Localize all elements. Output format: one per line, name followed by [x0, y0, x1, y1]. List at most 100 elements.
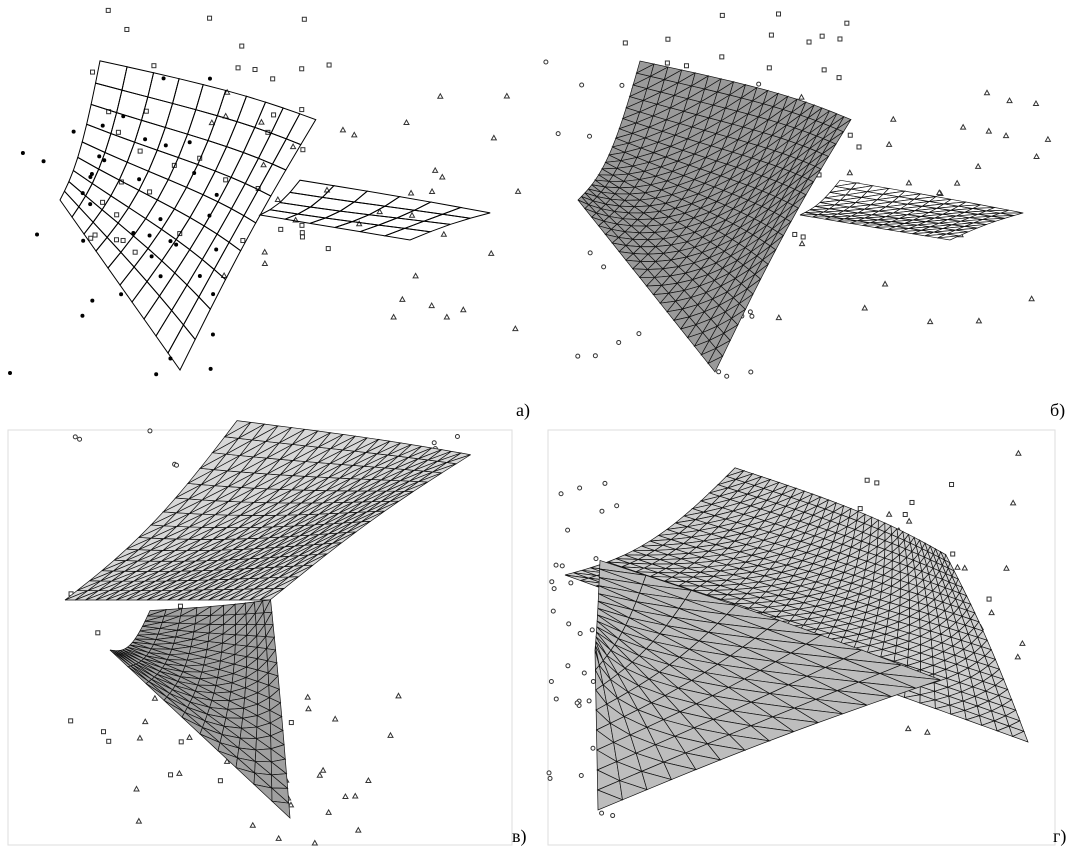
mesh-cell: [443, 207, 491, 218]
point: [588, 134, 592, 138]
point: [410, 213, 415, 218]
point: [159, 274, 163, 278]
point: [1015, 654, 1020, 659]
point: [137, 736, 142, 741]
point: [615, 504, 619, 508]
point: [576, 354, 580, 358]
point: [218, 779, 222, 783]
point: [187, 735, 192, 740]
point: [198, 274, 202, 278]
point: [177, 771, 182, 776]
mesh-cell: [258, 164, 285, 196]
point: [262, 261, 267, 266]
point: [291, 144, 296, 149]
point: [101, 124, 105, 128]
mesh-cell: [111, 113, 142, 143]
point: [211, 292, 215, 296]
point: [903, 513, 907, 517]
point: [578, 486, 582, 490]
point: [175, 463, 179, 467]
point: [1029, 296, 1034, 301]
point: [88, 175, 92, 179]
point: [69, 719, 73, 723]
point: [35, 232, 39, 236]
point: [150, 254, 154, 258]
point: [548, 776, 552, 780]
point: [333, 716, 338, 721]
point: [96, 631, 100, 635]
point: [594, 557, 598, 561]
mesh-cell: [146, 200, 175, 229]
point: [148, 234, 152, 238]
point: [910, 500, 914, 504]
point: [209, 120, 214, 125]
point: [240, 44, 244, 48]
point: [430, 189, 435, 194]
point: [179, 740, 183, 744]
mesh-cell: [335, 222, 379, 232]
point: [907, 519, 912, 524]
point: [1011, 500, 1016, 505]
point: [106, 8, 110, 12]
point: [440, 174, 445, 179]
point: [250, 823, 255, 828]
point: [300, 108, 304, 112]
point: [989, 610, 994, 615]
point: [143, 137, 147, 141]
point: [138, 149, 142, 153]
point: [1016, 451, 1021, 456]
mesh-cell: [183, 297, 210, 339]
point: [822, 68, 826, 72]
point: [575, 701, 579, 705]
point: [429, 303, 434, 308]
point: [883, 281, 888, 286]
point: [259, 120, 264, 125]
mesh-cell: [414, 202, 460, 214]
point: [962, 565, 967, 570]
point: [21, 151, 25, 155]
point: [602, 265, 606, 269]
point: [404, 120, 409, 125]
point: [133, 250, 137, 254]
point: [560, 564, 564, 568]
point: [955, 181, 960, 186]
point: [617, 340, 621, 344]
point: [352, 132, 357, 137]
mesh-cell: [132, 282, 159, 319]
point: [857, 145, 861, 149]
mesh-cell: [310, 197, 354, 211]
point: [241, 239, 245, 243]
mesh-cell: [107, 223, 133, 252]
mesh-cell: [405, 221, 451, 232]
point: [567, 622, 571, 626]
point: [837, 76, 841, 80]
panel-label: г): [1053, 826, 1066, 846]
point: [125, 27, 129, 31]
mesh-cell: [272, 139, 300, 170]
point: [720, 55, 724, 59]
point: [801, 235, 805, 239]
point: [91, 70, 95, 74]
point: [236, 66, 240, 70]
mesh-cell: [424, 214, 470, 224]
point: [547, 771, 551, 775]
point: [937, 190, 942, 195]
mesh-cell: [354, 191, 399, 206]
mesh-cell: [120, 267, 147, 302]
mesh-cell: [244, 190, 271, 223]
point: [289, 721, 293, 725]
point: [717, 370, 721, 374]
panel-label: а): [516, 400, 530, 421]
point: [301, 148, 305, 152]
point: [1033, 101, 1038, 106]
point: [116, 130, 120, 134]
mesh-cell: [310, 218, 352, 228]
point: [769, 33, 773, 37]
point: [154, 372, 158, 376]
point: [119, 292, 123, 296]
mesh-cell: [105, 134, 135, 163]
mesh-cell: [111, 180, 139, 207]
point: [513, 326, 518, 331]
point: [552, 587, 556, 591]
point: [749, 370, 753, 374]
